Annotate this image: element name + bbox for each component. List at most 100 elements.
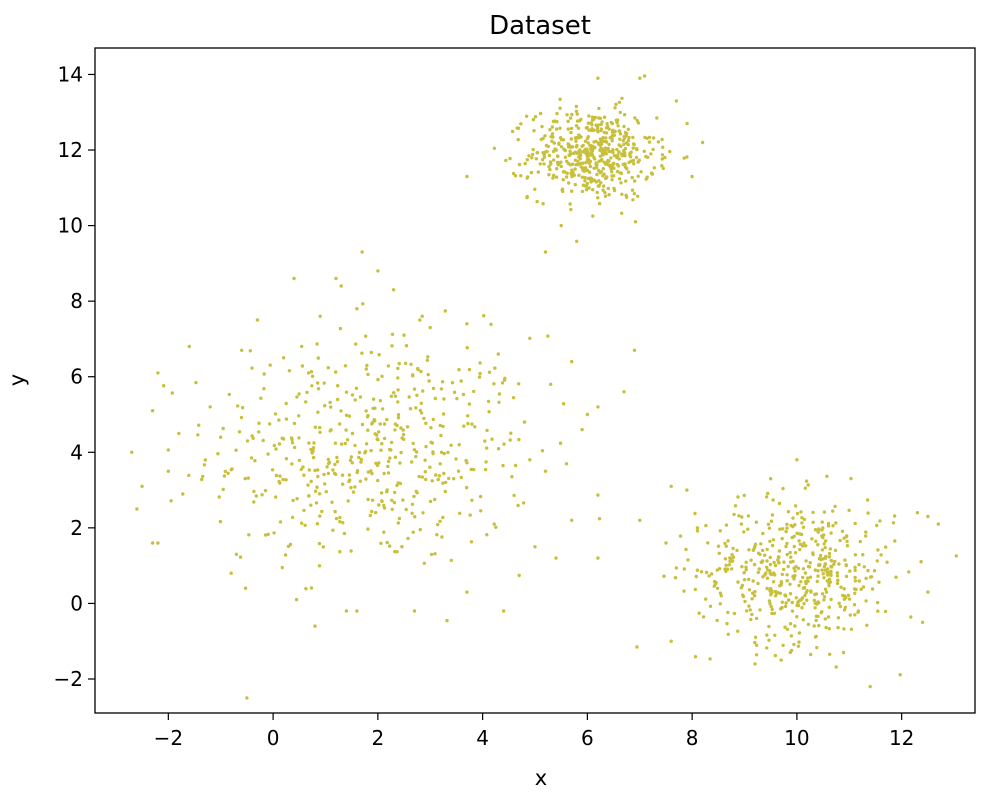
data-point [574,124,579,128]
data-point [602,130,606,134]
data-point [845,544,850,548]
data-point [823,562,827,566]
data-point [596,76,600,80]
data-point [583,184,587,188]
data-point [564,175,569,179]
data-point [396,388,400,392]
data-point [407,395,411,399]
data-point [246,476,250,480]
data-point [781,527,785,531]
data-point [619,181,623,185]
data-point [642,74,647,78]
data-point [227,392,231,397]
data-point [612,166,616,170]
data-point [431,451,435,456]
data-point [309,586,314,590]
data-point [764,495,769,499]
data-point [388,456,392,460]
data-point [585,181,589,186]
data-point [682,156,686,160]
data-point [513,463,518,468]
data-point [587,186,591,190]
data-point [547,164,551,169]
data-point [440,535,444,539]
data-point [509,431,513,435]
data-point [411,530,415,534]
data-point [662,574,666,578]
data-point [599,127,603,131]
plot-frame [94,47,976,714]
data-point [637,158,641,162]
data-point [829,597,833,602]
data-point [794,565,798,569]
data-point [823,539,828,543]
data-point [822,595,827,599]
data-point [300,521,304,525]
data-point [632,162,636,166]
data-point [600,151,605,156]
data-point [366,428,370,432]
data-point [756,551,761,555]
data-point [618,132,623,136]
data-point [764,571,768,575]
data-point [245,696,249,700]
data-point [277,442,282,446]
data-point [326,457,330,462]
data-point [853,575,857,580]
data-point [335,455,339,460]
data-point [441,515,445,520]
data-point [812,624,816,628]
data-point [566,127,570,131]
data-point [660,164,664,168]
data-point [626,138,631,143]
data-point [243,476,247,481]
data-point [652,166,656,170]
data-point [382,436,387,441]
data-point [737,514,741,518]
data-point [512,493,516,498]
data-point [726,632,730,636]
data-point [833,504,837,509]
data-point [628,155,633,159]
data-point [841,593,845,598]
data-point [550,139,554,143]
data-point [802,586,807,590]
data-point [875,559,879,563]
data-point [318,514,322,518]
data-point [315,522,320,526]
data-point [669,484,673,488]
x-tick-label: 10 [784,726,809,750]
data-point [327,460,332,464]
data-point [607,142,611,147]
data-point [597,159,601,163]
data-point [608,165,612,169]
data-point [266,532,270,536]
data-point [610,121,614,126]
data-point [306,483,310,487]
data-point [338,326,343,331]
data-point [884,545,888,549]
data-point [278,481,282,485]
data-point [728,556,732,560]
data-point [516,126,521,130]
data-point [543,134,547,138]
data-point [552,141,556,145]
data-point [439,450,444,454]
data-point [345,438,350,442]
data-point [418,408,422,413]
data-point [513,174,518,178]
data-point [789,634,794,638]
data-point [574,109,579,114]
data-point [424,477,428,482]
data-point [788,622,793,626]
data-point [777,501,782,506]
data-point [622,134,626,139]
data-point [601,136,605,140]
data-point [350,393,355,397]
data-point [278,520,283,524]
data-point [412,609,417,613]
data-point [510,475,514,479]
data-point [243,586,248,590]
data-point [894,575,898,579]
data-point [569,130,573,135]
